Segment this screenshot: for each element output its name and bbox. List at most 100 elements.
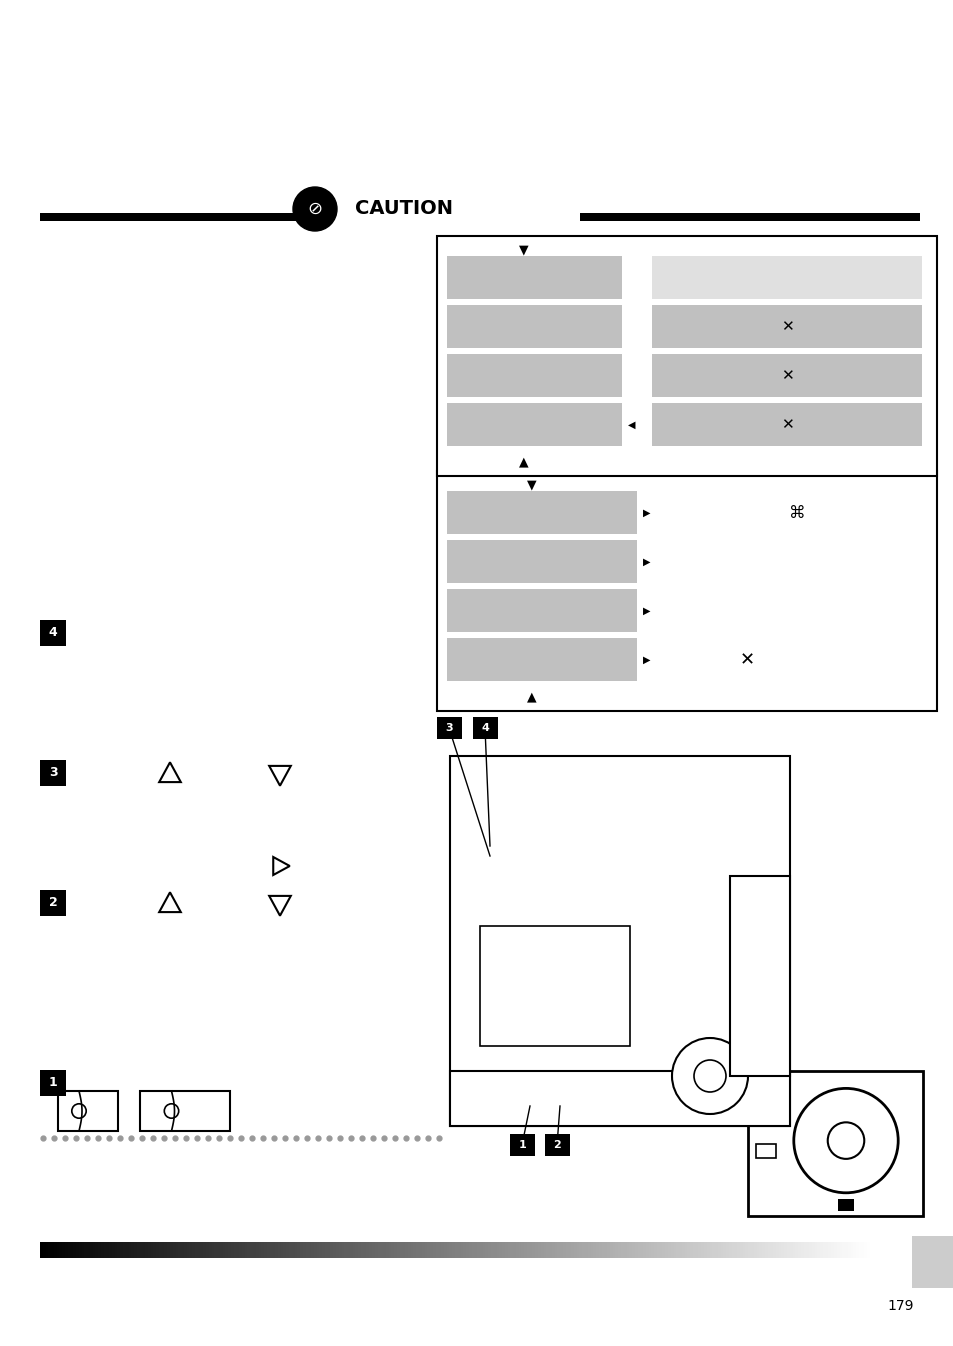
Bar: [626, 1242, 629, 1259]
Bar: [737, 1242, 740, 1259]
Bar: [476, 1242, 480, 1259]
Bar: [239, 1242, 242, 1259]
Bar: [274, 1242, 278, 1259]
Bar: [129, 1242, 132, 1259]
Text: ▶: ▶: [642, 507, 650, 518]
Bar: [447, 638, 637, 681]
Bar: [289, 1242, 292, 1259]
Bar: [587, 1242, 591, 1259]
Bar: [446, 1242, 450, 1259]
Bar: [56, 1242, 60, 1259]
Bar: [68, 1242, 71, 1259]
Bar: [604, 1242, 607, 1259]
Circle shape: [827, 1123, 863, 1159]
Bar: [40, 621, 66, 646]
Bar: [510, 1133, 535, 1156]
Circle shape: [164, 1104, 178, 1119]
Bar: [217, 1242, 220, 1259]
Bar: [574, 1242, 577, 1259]
Bar: [761, 1242, 764, 1259]
Bar: [789, 1242, 792, 1259]
Bar: [53, 1242, 57, 1259]
Bar: [447, 306, 621, 349]
Bar: [139, 1242, 143, 1259]
Bar: [385, 1242, 389, 1259]
Bar: [689, 1242, 693, 1259]
Bar: [440, 1242, 444, 1259]
Text: ⌘: ⌘: [788, 503, 804, 522]
Bar: [798, 1242, 801, 1259]
Bar: [753, 1242, 757, 1259]
Bar: [728, 1242, 731, 1259]
Bar: [468, 1242, 472, 1259]
Bar: [357, 1242, 361, 1259]
Bar: [436, 471, 936, 711]
Bar: [399, 1242, 402, 1259]
Bar: [344, 1242, 347, 1259]
Bar: [661, 1242, 665, 1259]
Bar: [101, 1242, 104, 1259]
Bar: [286, 1242, 289, 1259]
Bar: [911, 1236, 953, 1288]
Text: ▼: ▼: [518, 244, 528, 257]
Bar: [814, 1242, 817, 1259]
Bar: [40, 1070, 66, 1096]
Bar: [729, 876, 789, 1075]
Bar: [95, 1242, 98, 1259]
Bar: [767, 1242, 770, 1259]
Bar: [452, 1242, 455, 1259]
Bar: [314, 1242, 316, 1259]
Bar: [715, 1242, 718, 1259]
Bar: [802, 1242, 806, 1259]
Bar: [178, 1242, 181, 1259]
Bar: [107, 1242, 110, 1259]
Bar: [247, 1242, 251, 1259]
Bar: [632, 1242, 635, 1259]
Bar: [734, 1242, 737, 1259]
Text: ✕: ✕: [780, 417, 793, 432]
Text: 3: 3: [49, 766, 57, 779]
Bar: [436, 1242, 438, 1259]
Bar: [601, 1242, 604, 1259]
Circle shape: [793, 1089, 898, 1193]
Bar: [380, 1242, 383, 1259]
Bar: [863, 1242, 867, 1259]
Bar: [112, 1242, 115, 1259]
Text: ▲: ▲: [527, 690, 537, 704]
Bar: [261, 1242, 264, 1259]
Bar: [866, 1242, 869, 1259]
Bar: [197, 1242, 201, 1259]
Bar: [59, 1242, 63, 1259]
Bar: [618, 1242, 620, 1259]
Bar: [466, 1242, 469, 1259]
Bar: [722, 1242, 726, 1259]
Bar: [333, 1242, 336, 1259]
Bar: [294, 1242, 297, 1259]
Bar: [40, 213, 310, 221]
Bar: [623, 1242, 626, 1259]
Bar: [328, 1242, 331, 1259]
Bar: [436, 236, 936, 476]
Bar: [341, 1242, 344, 1259]
Bar: [71, 1242, 73, 1259]
Bar: [316, 1242, 319, 1259]
Bar: [800, 1242, 803, 1259]
Bar: [855, 1242, 859, 1259]
Bar: [471, 1242, 475, 1259]
Bar: [841, 1242, 844, 1259]
Bar: [850, 1242, 853, 1259]
Bar: [457, 1242, 460, 1259]
Bar: [581, 1242, 585, 1259]
Bar: [200, 1242, 204, 1259]
Bar: [491, 1242, 494, 1259]
Bar: [402, 1242, 405, 1259]
Bar: [559, 1242, 563, 1259]
Bar: [772, 1242, 776, 1259]
Bar: [698, 1242, 701, 1259]
Bar: [436, 717, 461, 739]
Bar: [153, 1242, 156, 1259]
Text: ▶: ▶: [642, 557, 650, 567]
Bar: [651, 306, 921, 349]
Text: 3: 3: [445, 723, 453, 734]
Bar: [283, 1242, 287, 1259]
